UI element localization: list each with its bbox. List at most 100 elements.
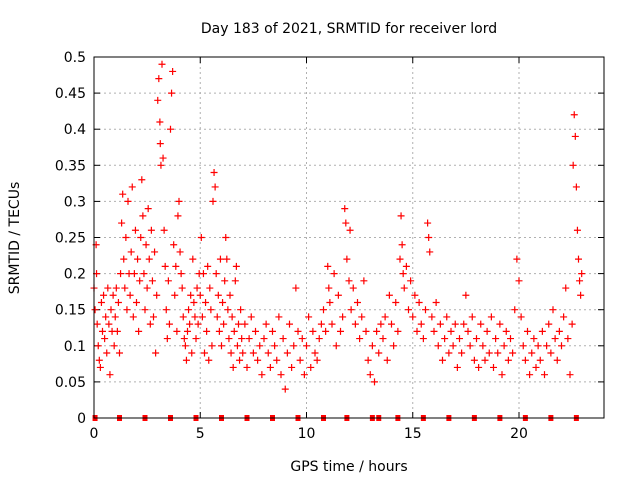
data-point xyxy=(551,335,559,343)
data-point xyxy=(496,320,504,328)
data-point xyxy=(91,306,99,314)
data-point xyxy=(343,255,351,263)
data-point xyxy=(349,284,357,292)
data-point xyxy=(187,291,195,299)
data-point xyxy=(269,327,276,335)
data-point xyxy=(339,313,347,321)
data-point xyxy=(309,327,317,335)
data-point xyxy=(123,306,131,314)
data-point xyxy=(104,284,112,292)
data-point xyxy=(458,349,466,357)
data-point xyxy=(477,320,485,328)
data-point xyxy=(232,262,240,270)
data-point xyxy=(145,255,153,263)
data-point xyxy=(300,371,308,379)
y-tick-label: 0.35 xyxy=(55,158,86,174)
data-point xyxy=(430,327,438,335)
data-point xyxy=(172,262,180,270)
data-point xyxy=(266,363,274,371)
data-point xyxy=(117,270,125,278)
data-point xyxy=(417,320,425,328)
data-point xyxy=(538,327,546,335)
data-point xyxy=(146,320,154,328)
data-point xyxy=(171,291,179,299)
chart-title: Day 183 of 2021, SRMTID for receiver lor… xyxy=(201,21,497,37)
data-point xyxy=(332,342,340,350)
data-point xyxy=(111,313,119,321)
data-point xyxy=(208,342,216,350)
data-point xyxy=(422,306,429,314)
data-point xyxy=(239,349,247,357)
data-point xyxy=(201,349,208,357)
data-point xyxy=(460,320,468,328)
data-point xyxy=(140,270,148,278)
data-point xyxy=(549,306,557,314)
data-point xyxy=(445,349,453,357)
data-point xyxy=(138,176,146,184)
data-point xyxy=(190,298,198,306)
data-point xyxy=(170,241,178,249)
data-point xyxy=(165,320,173,328)
data-point xyxy=(110,342,118,350)
data-point xyxy=(320,306,327,314)
data-point xyxy=(392,298,400,306)
data-point xyxy=(571,132,579,140)
data-point xyxy=(283,349,291,357)
data-point xyxy=(436,320,444,328)
data-point xyxy=(209,197,217,205)
data-points xyxy=(90,60,586,393)
data-point xyxy=(233,342,241,350)
data-point xyxy=(156,118,164,126)
data-point xyxy=(252,327,259,335)
data-point xyxy=(575,255,582,263)
data-point xyxy=(311,349,319,357)
data-point xyxy=(305,313,313,321)
data-point xyxy=(158,60,166,68)
data-point xyxy=(490,363,497,371)
data-point xyxy=(223,255,231,263)
data-point xyxy=(290,342,298,350)
data-point xyxy=(197,234,205,241)
data-point xyxy=(237,306,245,314)
data-point xyxy=(136,277,144,285)
data-point xyxy=(220,320,228,328)
y-tick-label: 0.5 xyxy=(64,50,86,66)
data-point xyxy=(214,291,222,299)
data-point xyxy=(545,320,553,328)
data-point xyxy=(368,342,376,350)
data-point xyxy=(258,371,266,379)
data-point xyxy=(519,342,527,350)
x-tick-label: 20 xyxy=(510,426,528,442)
data-point xyxy=(517,313,525,321)
data-point xyxy=(247,313,255,321)
data-point xyxy=(210,169,218,177)
data-point xyxy=(227,349,235,357)
data-point xyxy=(159,154,167,162)
data-point xyxy=(562,284,570,292)
data-point xyxy=(221,277,229,285)
data-point xyxy=(168,89,176,97)
data-point xyxy=(419,335,427,343)
data-point xyxy=(107,306,115,314)
data-point xyxy=(203,327,211,335)
data-point xyxy=(354,298,361,306)
data-point xyxy=(396,255,404,263)
data-point xyxy=(114,298,122,306)
data-point xyxy=(193,284,201,292)
data-point xyxy=(175,197,183,205)
data-point xyxy=(119,190,127,198)
data-point xyxy=(105,320,113,328)
data-point xyxy=(398,241,406,249)
data-point xyxy=(443,313,451,321)
data-point xyxy=(241,320,249,328)
data-point xyxy=(296,356,304,364)
data-point xyxy=(173,327,181,335)
data-point xyxy=(271,342,279,350)
data-point xyxy=(439,356,446,364)
data-point xyxy=(294,327,302,335)
data-point xyxy=(383,356,391,364)
data-point xyxy=(322,327,330,335)
data-point xyxy=(222,234,230,241)
data-point xyxy=(456,335,463,343)
data-point xyxy=(124,197,132,205)
